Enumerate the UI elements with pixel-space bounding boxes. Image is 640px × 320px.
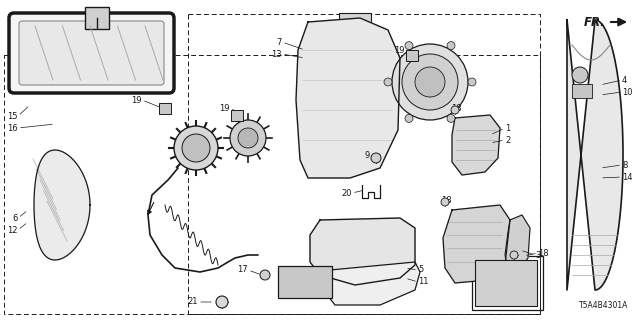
Polygon shape <box>567 20 623 290</box>
Polygon shape <box>505 215 530 272</box>
Text: 19: 19 <box>131 95 142 105</box>
FancyBboxPatch shape <box>278 266 332 298</box>
Text: 17: 17 <box>237 266 248 275</box>
Circle shape <box>230 120 266 156</box>
Circle shape <box>384 78 392 86</box>
Bar <box>4 55 540 314</box>
FancyBboxPatch shape <box>231 110 243 121</box>
Circle shape <box>238 128 258 148</box>
Polygon shape <box>452 115 500 175</box>
Circle shape <box>447 42 455 50</box>
Polygon shape <box>310 218 415 285</box>
Text: 5: 5 <box>418 266 423 275</box>
Text: 15: 15 <box>8 111 18 121</box>
Text: 18: 18 <box>451 103 462 113</box>
Polygon shape <box>296 18 400 178</box>
Text: 22: 22 <box>492 274 502 283</box>
Polygon shape <box>34 150 90 260</box>
Circle shape <box>441 198 449 206</box>
FancyBboxPatch shape <box>159 103 171 114</box>
Circle shape <box>371 153 381 163</box>
Text: T5A4B4301A: T5A4B4301A <box>579 301 628 310</box>
Text: 11: 11 <box>418 277 429 286</box>
Text: 19: 19 <box>394 45 405 54</box>
Text: 14: 14 <box>622 172 632 181</box>
Text: 9: 9 <box>365 150 370 159</box>
FancyBboxPatch shape <box>339 13 371 35</box>
Bar <box>472 256 543 310</box>
Text: 19: 19 <box>220 103 230 113</box>
Circle shape <box>405 42 413 50</box>
Text: 3: 3 <box>535 251 540 260</box>
Circle shape <box>402 54 458 110</box>
Text: 21: 21 <box>188 298 198 307</box>
Circle shape <box>451 106 459 114</box>
Circle shape <box>405 114 413 122</box>
Text: 1: 1 <box>505 124 510 132</box>
Circle shape <box>216 296 228 308</box>
FancyBboxPatch shape <box>19 21 164 85</box>
FancyBboxPatch shape <box>406 50 418 61</box>
Circle shape <box>392 44 468 120</box>
Text: 6: 6 <box>13 213 18 222</box>
FancyBboxPatch shape <box>475 260 537 306</box>
FancyBboxPatch shape <box>9 13 174 93</box>
Text: 20: 20 <box>342 188 352 197</box>
Text: 2: 2 <box>505 135 510 145</box>
Circle shape <box>415 67 445 97</box>
Text: 7: 7 <box>276 37 282 46</box>
Text: 12: 12 <box>8 226 18 235</box>
Polygon shape <box>443 205 510 283</box>
Circle shape <box>174 126 218 170</box>
Circle shape <box>182 134 210 162</box>
Text: FR.: FR. <box>583 15 605 28</box>
Text: 10: 10 <box>622 87 632 97</box>
Text: 16: 16 <box>8 124 18 132</box>
Bar <box>188 14 540 314</box>
Text: 8: 8 <box>622 161 627 170</box>
Circle shape <box>510 251 518 259</box>
Circle shape <box>468 78 476 86</box>
Text: 4: 4 <box>622 76 627 84</box>
Circle shape <box>260 270 270 280</box>
Text: 18: 18 <box>442 196 452 204</box>
FancyBboxPatch shape <box>572 84 592 98</box>
Circle shape <box>572 67 588 83</box>
FancyBboxPatch shape <box>85 7 109 29</box>
Text: 18: 18 <box>538 249 548 258</box>
Text: 13: 13 <box>271 50 282 59</box>
Polygon shape <box>325 262 420 305</box>
Circle shape <box>447 114 455 122</box>
